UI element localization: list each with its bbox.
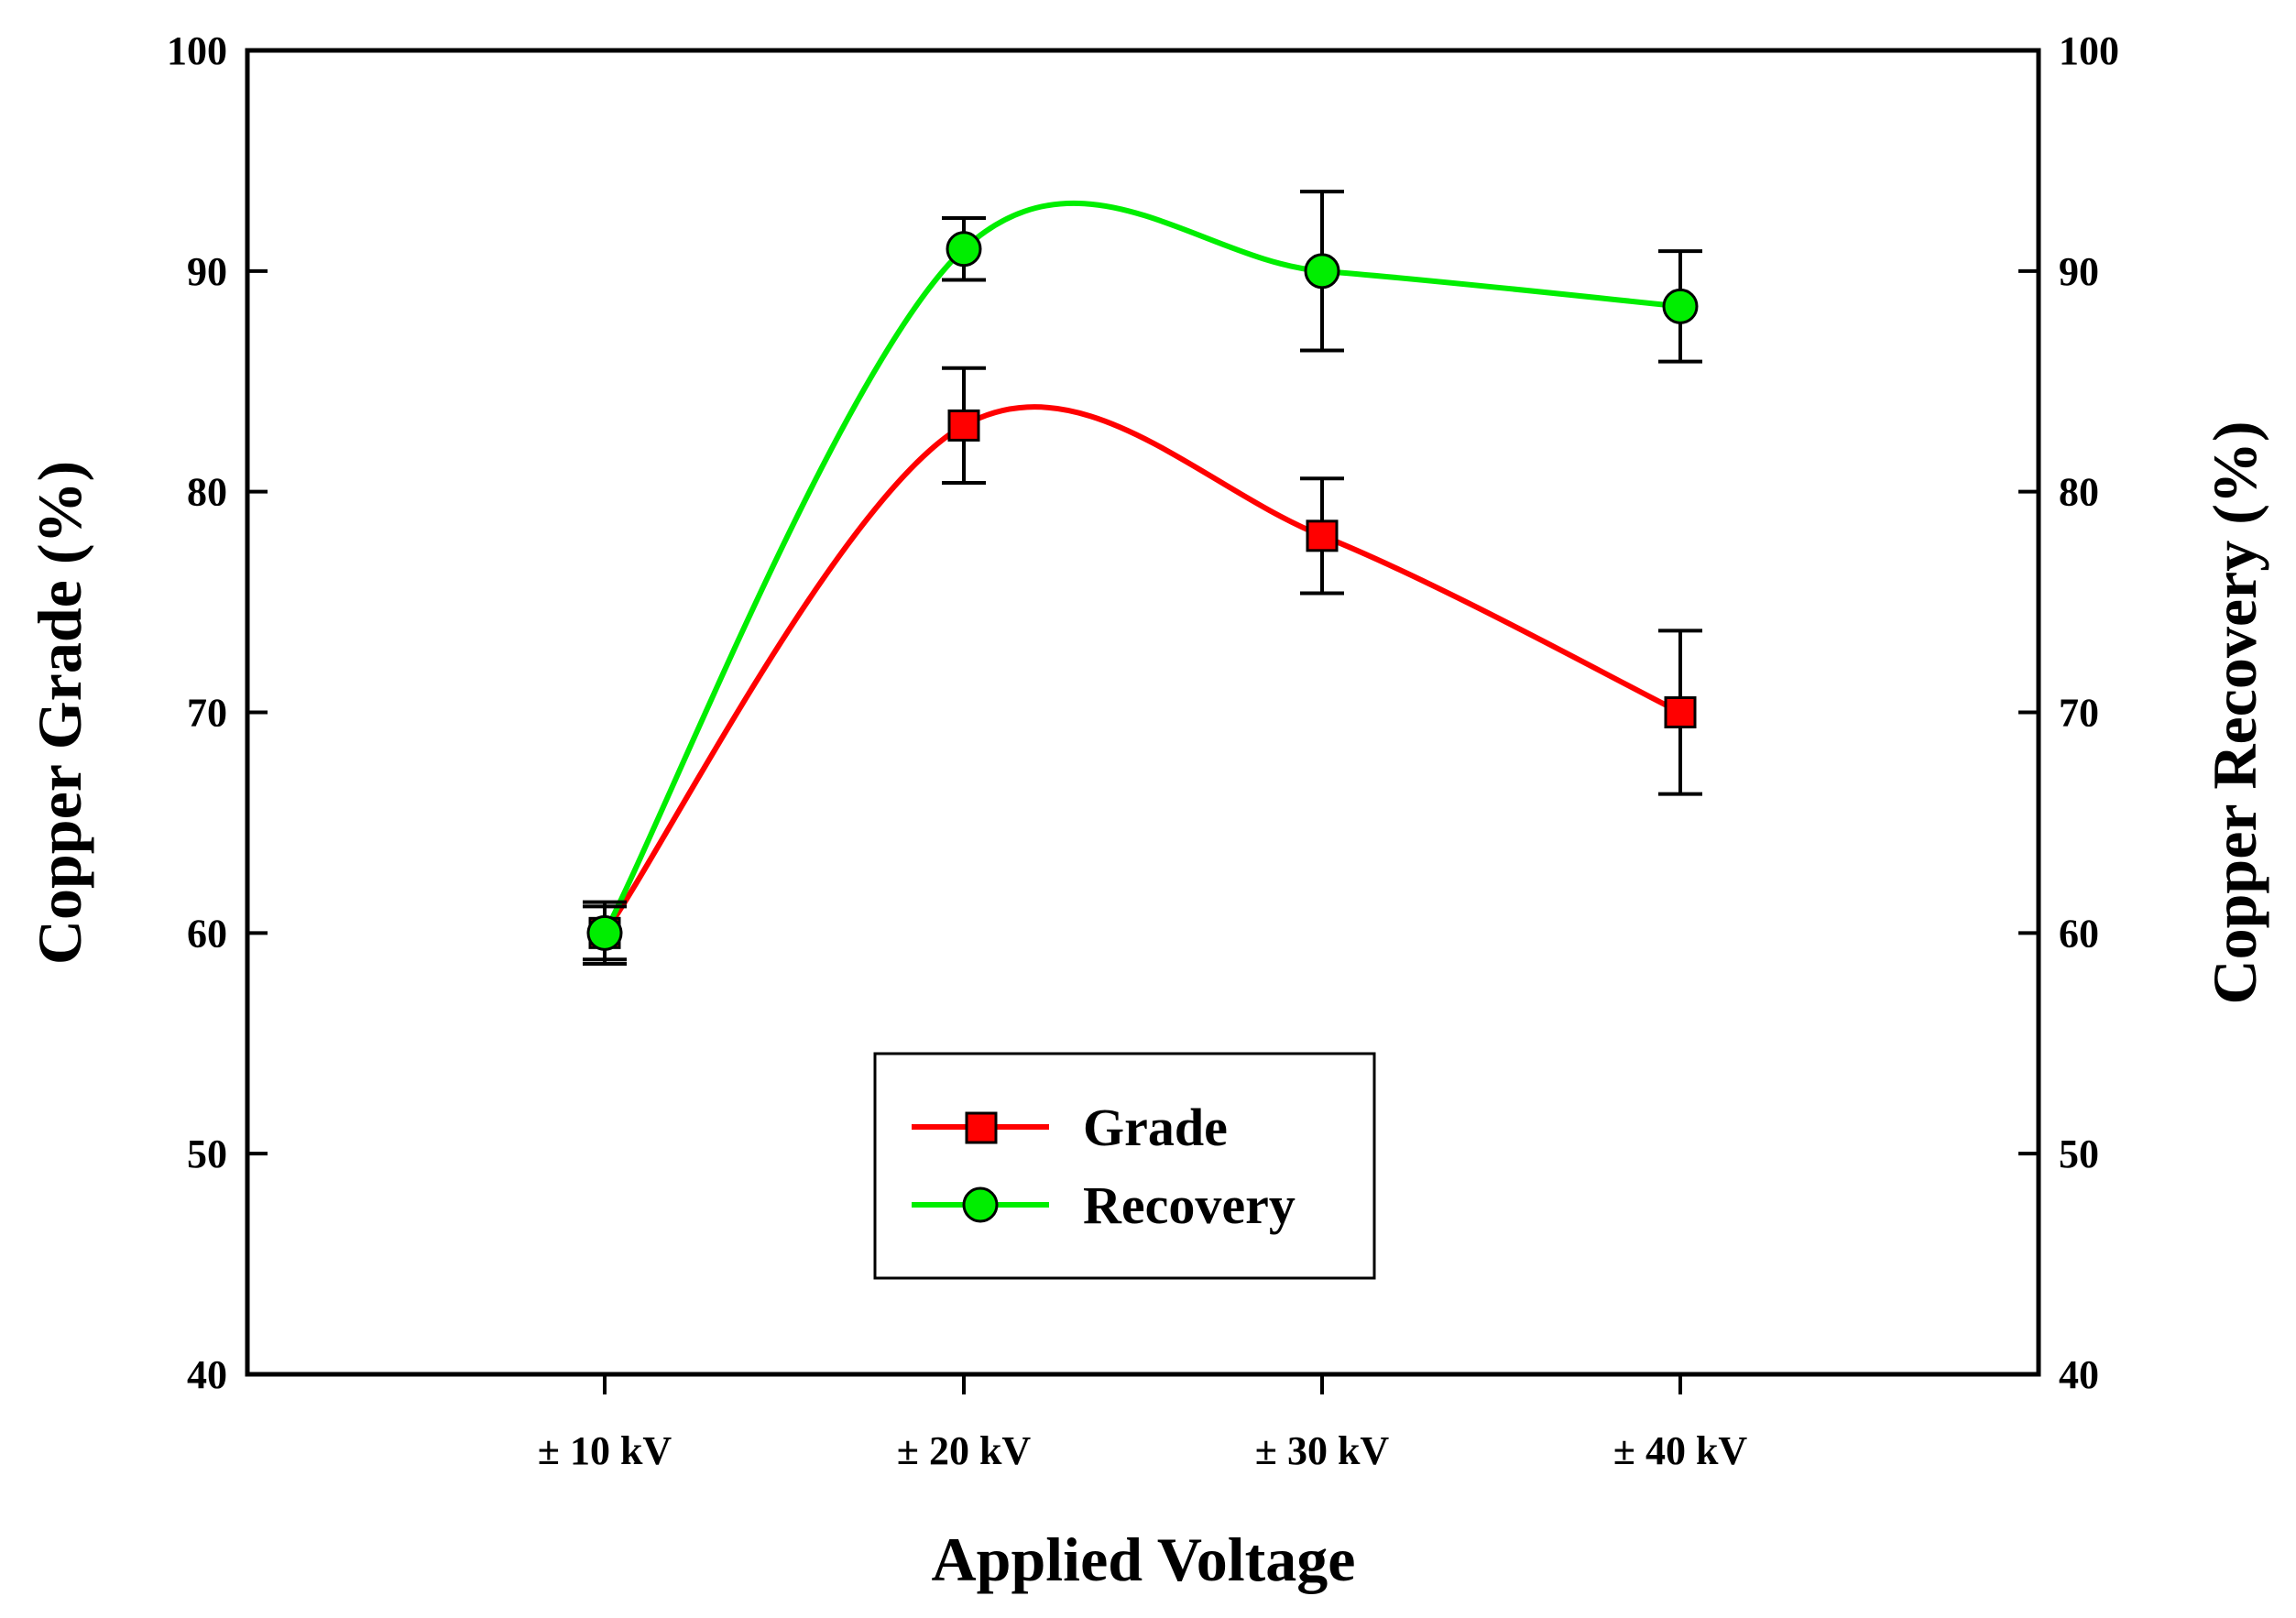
y-axis-left-title: Copper Grade (%) — [25, 461, 94, 965]
grade-data-point — [1306, 519, 1339, 552]
y-right-tick-label: 60 — [2059, 911, 2099, 956]
recovery-data-point — [1662, 288, 1699, 324]
y-left-tick-label: 90 — [187, 249, 227, 294]
series-lines — [602, 200, 1682, 935]
series-layer — [583, 190, 1702, 967]
ticks-layer: 40 40 50 50 60 60 70 70 80 80 90 90 100 100 ± 10 kV ± 2… — [167, 28, 2119, 1473]
recovery-data-point — [1304, 253, 1340, 290]
x-tick-label: ± 10 kV — [538, 1428, 672, 1473]
y-left-tick-label: 60 — [187, 911, 227, 956]
y-left-tick-label: 100 — [167, 28, 227, 73]
y-right-tick-label: 100 — [2059, 28, 2119, 73]
x-tick-label: ± 30 kV — [1255, 1428, 1390, 1473]
recovery-series-line — [602, 200, 1681, 935]
recovery-data-point — [946, 231, 982, 268]
y-left-tick-label: 70 — [187, 691, 227, 736]
y-right-tick-label: 80 — [2059, 470, 2099, 515]
y-axis-right-title: Copper Recovery (%) — [2200, 421, 2269, 1004]
series-markers — [586, 231, 1699, 951]
y-right-tick-label: 90 — [2059, 249, 2099, 294]
y-left-tick-label: 80 — [187, 470, 227, 515]
grade-data-point — [1664, 696, 1697, 728]
legend-grade-label: Grade — [1083, 1098, 1228, 1157]
grade-series-line — [602, 404, 1682, 935]
y-left-tick-label: 50 — [187, 1132, 227, 1176]
y-right-tick-label: 70 — [2059, 691, 2099, 736]
legend-recovery-label: Recovery — [1083, 1175, 1296, 1235]
x-axis-title: Applied Voltage — [932, 1525, 1356, 1594]
y-right-tick-label: 50 — [2059, 1132, 2099, 1176]
legend: Grade Recovery — [873, 1052, 1376, 1280]
x-tick-label: ± 40 kV — [1613, 1428, 1748, 1473]
grade-data-point — [947, 409, 980, 442]
legend-box — [873, 1052, 1376, 1280]
legend-grade-marker — [965, 1111, 998, 1144]
y-left-tick-label: 40 — [187, 1352, 227, 1397]
y-right-tick-label: 40 — [2059, 1352, 2099, 1397]
recovery-data-point — [586, 914, 623, 951]
x-tick-label: ± 20 kV — [897, 1428, 1032, 1473]
legend-recovery-marker — [962, 1186, 999, 1223]
